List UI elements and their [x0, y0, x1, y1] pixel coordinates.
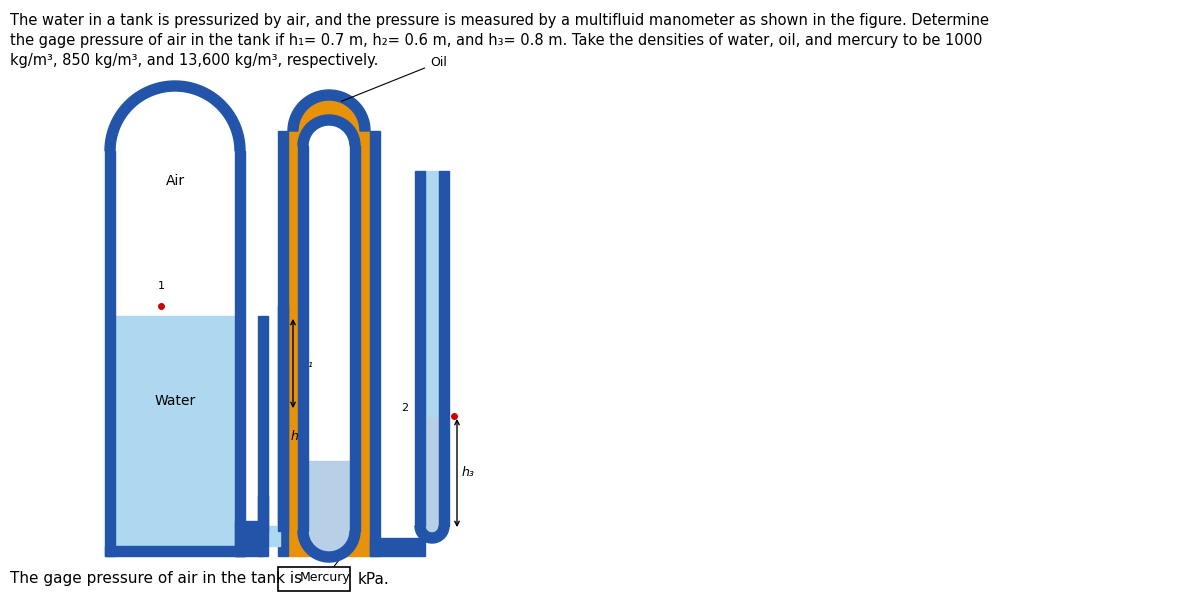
Bar: [106, 546, 245, 556]
Polygon shape: [308, 531, 350, 552]
Text: 1: 1: [157, 281, 164, 291]
Polygon shape: [288, 100, 370, 131]
Bar: [266, 526, 280, 546]
Text: h₁: h₁: [301, 357, 314, 370]
Polygon shape: [298, 115, 360, 146]
Text: Mercury: Mercury: [300, 546, 350, 584]
Text: The water in a tank is pressurized by air, and the pressure is measured by a mul: The water in a tank is pressurized by ai…: [10, 13, 989, 28]
Bar: [425, 171, 439, 416]
Bar: [106, 151, 115, 556]
Bar: [115, 151, 235, 316]
Bar: [350, 146, 360, 531]
Bar: [235, 521, 263, 556]
Bar: [439, 171, 449, 526]
Polygon shape: [298, 531, 360, 562]
Text: The gage pressure of air in the tank is: The gage pressure of air in the tank is: [10, 571, 302, 587]
Polygon shape: [308, 125, 350, 146]
Bar: [415, 171, 425, 526]
Polygon shape: [425, 526, 439, 533]
Bar: [425, 416, 439, 526]
Bar: [308, 461, 350, 531]
Bar: [278, 567, 350, 591]
Text: Water: Water: [155, 394, 196, 408]
Text: Oil: Oil: [342, 56, 446, 101]
Bar: [115, 316, 235, 546]
Text: Air: Air: [166, 174, 185, 188]
Text: the gage pressure of air in the tank if h₁= 0.7 m, h₂= 0.6 m, and h₃= 0.8 m. Tak: the gage pressure of air in the tank if …: [10, 33, 983, 48]
Bar: [370, 538, 425, 556]
Bar: [380, 541, 415, 546]
Polygon shape: [415, 526, 449, 543]
Polygon shape: [288, 90, 370, 131]
Text: h₂: h₂: [292, 430, 304, 442]
Bar: [288, 131, 370, 556]
Bar: [245, 531, 263, 546]
Text: kPa.: kPa.: [358, 571, 390, 587]
Polygon shape: [106, 81, 245, 151]
Bar: [298, 146, 308, 531]
Bar: [278, 306, 288, 531]
Bar: [235, 151, 245, 556]
Bar: [266, 316, 280, 531]
Bar: [308, 146, 350, 531]
Text: h₃: h₃: [462, 467, 475, 480]
Bar: [258, 316, 268, 531]
Text: 2: 2: [402, 403, 408, 413]
Bar: [278, 131, 288, 556]
Text: kg/m³, 850 kg/m³, and 13,600 kg/m³, respectively.: kg/m³, 850 kg/m³, and 13,600 kg/m³, resp…: [10, 53, 378, 68]
Bar: [370, 131, 380, 556]
Polygon shape: [115, 91, 235, 151]
Bar: [258, 496, 268, 556]
